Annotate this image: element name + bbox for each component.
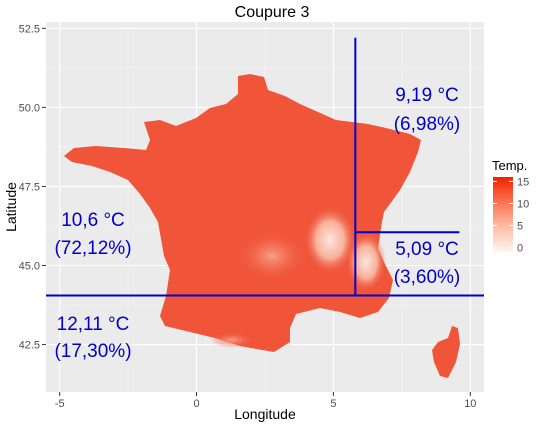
legend-tick-label: 10 (517, 198, 529, 210)
annotation-e-temp: 5,09 °C (395, 239, 459, 260)
legend-title: Temp. (492, 158, 527, 173)
y-axis-ticks: 42.5 45.0 47.5 50.0 52.5 (19, 23, 46, 352)
alps-zone (304, 206, 356, 274)
x-axis-ticks: -5 0 5 10 (55, 392, 476, 410)
x-tick-label: 0 (194, 398, 200, 410)
legend-tick-label: 15 (517, 176, 529, 188)
x-tick-label: -5 (55, 398, 65, 410)
y-tick-label: 45.0 (19, 261, 40, 273)
pyrenees-zone (210, 332, 254, 348)
annotation-ne-temp: 9,19 °C (395, 85, 459, 106)
alps-east-zone (346, 232, 386, 292)
central-massif-zone (236, 230, 308, 282)
legend: Temp. 0 5 10 15 (492, 158, 529, 255)
y-tick-label: 42.5 (19, 340, 40, 352)
annotation-ne-pct: (6,98%) (394, 114, 461, 135)
legend-tick-label: 0 (517, 243, 523, 255)
france-map (64, 74, 460, 378)
x-tick-label: 5 (330, 398, 336, 410)
y-tick-label: 47.5 (19, 181, 40, 193)
x-tick-label: 10 (464, 398, 476, 410)
corsica (432, 326, 460, 378)
annotation-w-pct: (72,12%) (54, 238, 131, 259)
cut-lines (46, 37, 484, 297)
y-tick-label: 50.0 (19, 102, 40, 114)
chart-title: Coupure 3 (234, 4, 310, 21)
legend-ticks: 0 5 10 15 (493, 176, 529, 255)
annotation-w-temp: 10,6 °C (61, 210, 125, 231)
y-axis-label: Latitude (3, 182, 19, 232)
y-tick-label: 52.5 (19, 23, 40, 35)
annotation-sw-pct: (17,30%) (54, 341, 131, 362)
france-mainland (64, 74, 421, 352)
annotation-sw-temp: 12,11 °C (57, 314, 130, 335)
x-axis-label: Longitude (234, 406, 296, 422)
legend-colorbar (493, 177, 513, 252)
region-annotations: 9,19 °C (6,98%) 10,6 °C (72,12%) 5,09 °C… (54, 85, 460, 362)
legend-tick-label: 5 (517, 221, 523, 233)
annotation-e-pct: (3,60%) (394, 267, 461, 288)
